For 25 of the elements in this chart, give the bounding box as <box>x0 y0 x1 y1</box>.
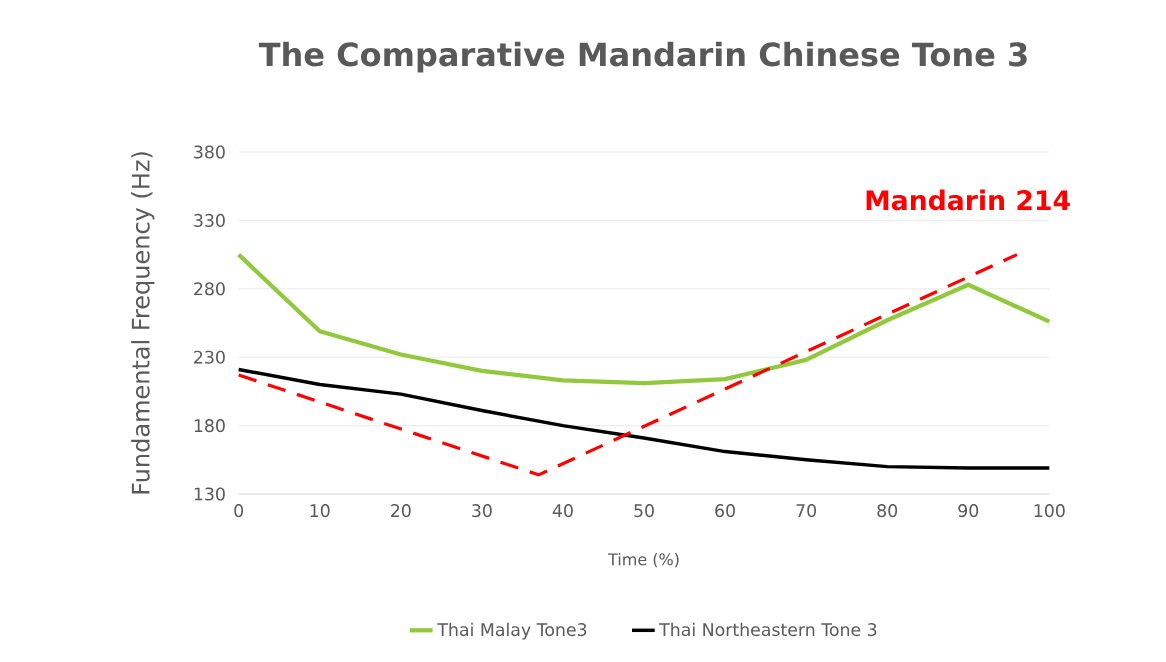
x-tick-label: 80 <box>877 504 898 518</box>
x-tick-label: 100 <box>1034 504 1065 518</box>
y-tick-label: 180 <box>194 419 225 433</box>
text: Mandarin 214 <box>866 189 1070 211</box>
x-tick-label: 20 <box>391 504 411 518</box>
y-tick-label: 130 <box>194 487 225 501</box>
x-tick-label: 10 <box>310 504 330 518</box>
y-axis-title: Fundamental Frequency (Hz) <box>131 152 155 494</box>
x-tick-label: 0 <box>234 504 244 518</box>
chart-title: The Comparative Mandarin Chinese Tone 3 <box>258 41 1027 73</box>
x-tick-label: 90 <box>958 504 979 518</box>
x-tick-label: 60 <box>715 504 735 518</box>
y-tick-label: 230 <box>194 350 225 364</box>
legend-label: Thai Northeastern Tone 3 <box>659 622 877 637</box>
line-series <box>236 367 1052 470</box>
x-tick-label: 30 <box>472 504 492 518</box>
y-tick-label: 280 <box>194 282 225 296</box>
y-tick-label: 380 <box>194 145 225 159</box>
x-axis-title: Time (%) <box>608 552 679 568</box>
x-tick-label: 40 <box>552 504 573 518</box>
legend-label: Thai Malay Tone3 <box>437 622 587 640</box>
x-tick-label: 50 <box>634 504 654 518</box>
x-tick-label: 70 <box>796 504 817 518</box>
y-tick-label: 330 <box>194 213 225 227</box>
line-series <box>236 252 1052 386</box>
